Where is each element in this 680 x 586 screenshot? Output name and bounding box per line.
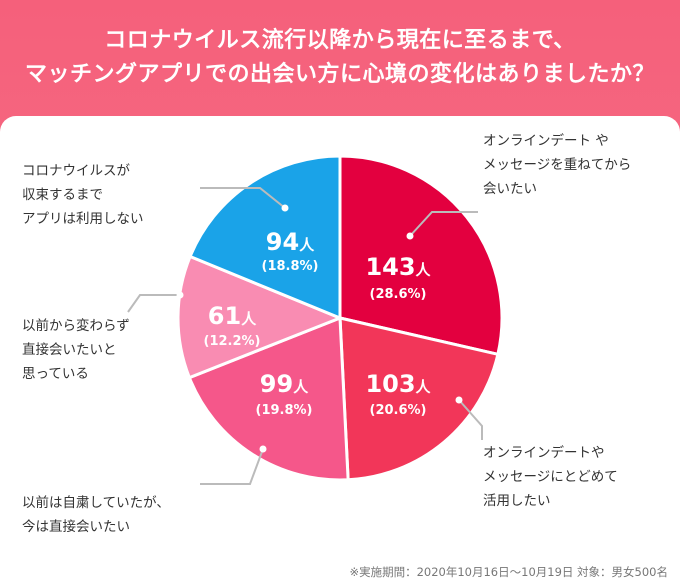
- title-line-2: マッチングアプリでの出会い方に心境の変化はありましたか？: [24, 62, 655, 87]
- leader-line-1: [458, 399, 483, 440]
- slice-percent-1: (20.6%): [370, 403, 427, 418]
- slice-unit-2: 人: [293, 378, 309, 396]
- leader-line-0: [409, 211, 478, 237]
- slice-label-1-line-2: 活用したい: [483, 493, 551, 509]
- slice-label-4-line-0: コロナウイルスが: [22, 163, 130, 179]
- slice-label-3-line-0: 以前から変わらず: [22, 317, 130, 334]
- slice-count-4: 94: [266, 228, 299, 256]
- slice-label-1-line-0: オンラインデートや: [483, 444, 605, 461]
- slice-count-2: 99: [260, 370, 293, 398]
- chart-title: コロナウイルス流行以降から現在に至るまで、 マッチングアプリでの出会い方に心境の…: [0, 0, 680, 116]
- slice-count-3: 61: [208, 302, 241, 330]
- leader-dot-2: [259, 445, 267, 453]
- slice-label-2-line-0: 以前は自粛していたが、: [22, 494, 170, 511]
- slice-label-2-line-1: 今は直接会いたい: [22, 518, 130, 535]
- leader-line-2: [200, 448, 264, 485]
- slice-unit-4: 人: [299, 236, 315, 254]
- slice-label-4-line-1: 収束するまで: [22, 187, 103, 203]
- slice-unit-3: 人: [241, 310, 257, 328]
- leader-dot-1: [455, 396, 463, 404]
- slice-value-1: 103人: [365, 370, 431, 398]
- slice-label-0-line-1: メッセージを重ねてから: [483, 157, 631, 173]
- leader-dot-4: [281, 204, 289, 212]
- slice-label-0-line-2: 会いたい: [483, 181, 537, 197]
- slice-unit-0: 人: [416, 261, 432, 279]
- slice-label-0-line-0: オンラインデート や: [483, 132, 609, 149]
- slice-label-1-line-1: メッセージにとどめて: [483, 469, 618, 485]
- slice-percent-0: (28.6%): [370, 287, 427, 302]
- slice-count-1: 103: [365, 370, 415, 398]
- pie-slice-4: [188, 154, 342, 321]
- slice-label-3-line-1: 直接会いたいと: [22, 341, 117, 358]
- pie-slice-2: [187, 315, 350, 482]
- slice-label-3-line-2: 思っている: [22, 366, 89, 382]
- slice-value-4: 94人: [266, 228, 315, 256]
- leader-dot-3: [176, 291, 184, 299]
- slice-value-0: 143人: [365, 253, 431, 281]
- leader-line-4: [200, 187, 286, 209]
- leader-line-3: [127, 294, 180, 313]
- pie-slice-0: [338, 154, 504, 357]
- slice-label-4-line-2: アプリは利用しない: [22, 211, 144, 227]
- leader-dot-0: [406, 232, 414, 240]
- title-line-1: コロナウイルス流行以降から現在に至るまで、: [104, 28, 576, 53]
- slice-value-2: 99人: [260, 370, 309, 398]
- slice-value-3: 61人: [208, 302, 257, 330]
- pie-slice-1: [338, 316, 500, 482]
- footnote: ※実施期間：2020年10月16日～10月19日 対象：男女500名: [349, 565, 668, 579]
- slice-percent-2: (19.8%): [256, 403, 313, 418]
- slice-unit-1: 人: [416, 378, 432, 396]
- slice-percent-3: (12.2%): [204, 334, 261, 349]
- slice-count-0: 143: [365, 253, 415, 281]
- pie-slice-3: [176, 254, 345, 380]
- slice-percent-4: (18.8%): [262, 259, 319, 274]
